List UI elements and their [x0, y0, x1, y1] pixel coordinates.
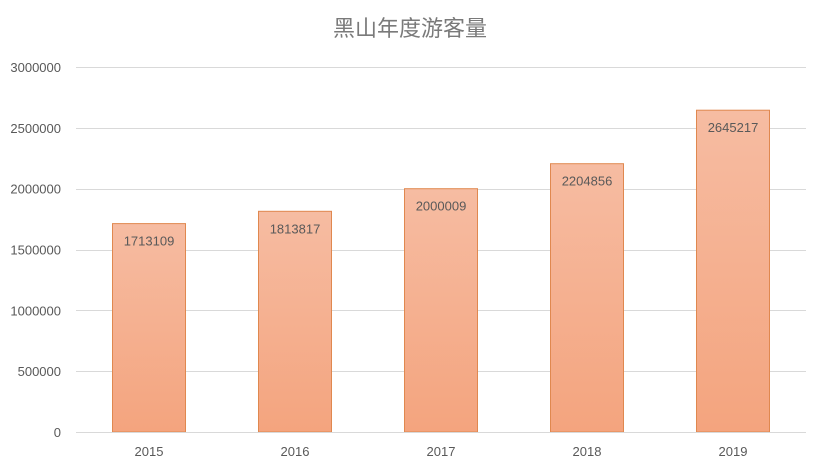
bar-2019: [696, 109, 770, 433]
data-label-2016: 1813817: [270, 221, 321, 236]
x-tick-label: 2019: [719, 444, 748, 459]
data-label-2017: 2000009: [416, 199, 467, 214]
bar-2015: [112, 223, 186, 433]
x-tick-label: 2018: [573, 444, 602, 459]
y-tick-label: 1000000: [10, 303, 61, 318]
bar-2016: [258, 210, 332, 433]
data-label-2018: 2204856: [562, 174, 613, 189]
y-tick-label: 500000: [18, 364, 61, 379]
y-tick-label: 0: [54, 425, 61, 440]
bar-2018: [550, 163, 624, 433]
x-tick-label: 2017: [427, 444, 456, 459]
chart-title: 黑山年度游客量: [333, 17, 487, 42]
y-tick-label: 3000000: [10, 60, 61, 75]
bar-2017: [404, 188, 478, 433]
x-tick-label: 2015: [135, 444, 164, 459]
data-label-2019: 2645217: [708, 120, 759, 135]
y-tick-label: 1500000: [10, 243, 61, 258]
data-label-2015: 1713109: [124, 234, 175, 249]
y-axis-ticks: 0 500000 1000000 1500000 2000000 2500000 30000…: [10, 60, 61, 440]
y-tick-label: 2000000: [10, 182, 61, 197]
x-axis-ticks: 2015 2016 2017 2018 2019: [135, 444, 748, 459]
x-tick-label: 2016: [281, 444, 310, 459]
y-tick-label: 2500000: [10, 121, 61, 136]
data-labels: 1713109 1813817 2000009 2204856 2645217: [124, 120, 759, 248]
bars: [112, 109, 770, 433]
